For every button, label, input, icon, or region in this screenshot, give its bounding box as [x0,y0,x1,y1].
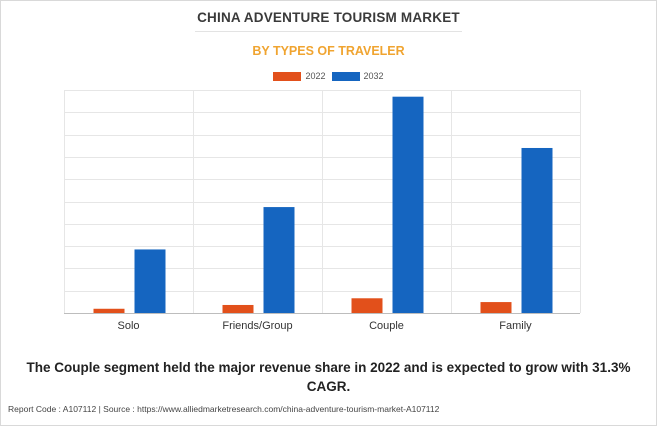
legend-swatch-2022 [273,71,302,81]
chart-title: CHINA ADVENTURE TOURISM MARKET [197,10,460,25]
x-tick-label: Couple [369,320,404,332]
x-tick-label: Family [499,320,532,332]
bar-2022-solo [93,308,125,313]
legend-item-2032: 2032 [331,71,384,81]
legend-item-2022: 2022 [273,71,326,81]
footer-source: Report Code : A107112 | Source : https:/… [8,404,440,414]
bar-2022-friends-group [222,304,254,313]
legend: 2022 2032 [0,71,657,81]
legend-swatch-2032 [331,71,360,81]
chart-caption: The Couple segment held the major revenu… [26,360,631,394]
bar-2032-solo [134,249,166,313]
bar-2022-couple [351,298,383,313]
bar-chart: Solo Friends/Group Couple Family [64,90,581,332]
title-divider [195,31,462,32]
x-tick-label: Friends/Group [222,320,292,332]
bar-2032-couple [392,96,424,313]
bar-2032-family [521,147,553,313]
bar-2022-family [480,302,512,313]
bar-2032-friends-group [263,207,295,313]
legend-label-2032: 2032 [363,71,384,81]
legend-label-2022: 2022 [305,71,326,81]
x-tick-label: Solo [117,320,139,332]
chart-subtitle: BY TYPES OF TRAVELER [252,44,405,58]
